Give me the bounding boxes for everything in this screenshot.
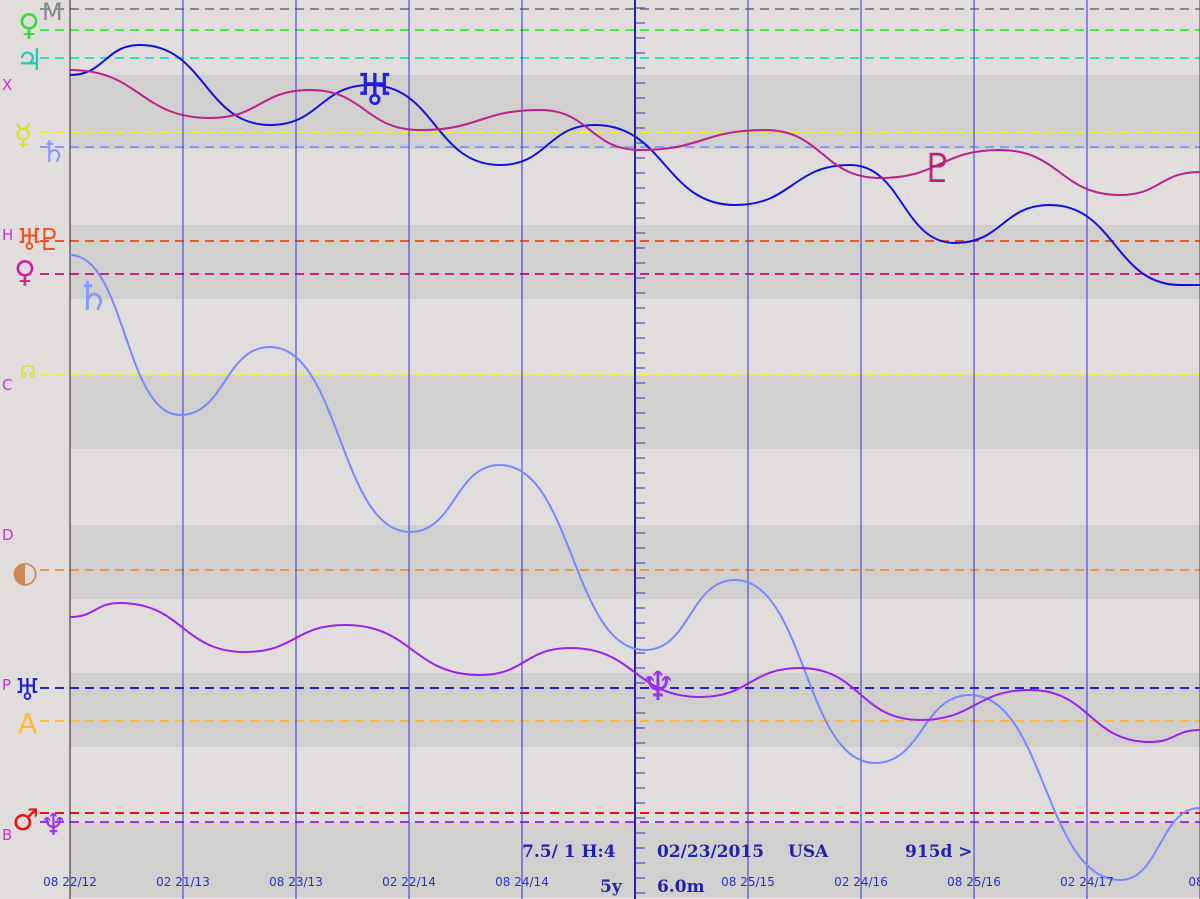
left-label: X (2, 76, 12, 94)
glyph: ♀ (14, 255, 36, 290)
aspect-lines (40, 8, 1200, 823)
glyph: ☿ (14, 118, 32, 153)
date-labels: 08 22/12 02 21/13 08 23/13 02 22/14 08 24/14… (43, 875, 1200, 889)
date-label: 08 24/14 (495, 875, 549, 889)
left-label: H (2, 226, 13, 244)
glyph: A (18, 707, 37, 740)
glyph: ♀ (18, 8, 40, 43)
transit-curve (69, 254, 1200, 882)
date-label: 08 25/15 (721, 875, 775, 889)
glyph: ♅ (355, 65, 394, 116)
location[interactable]: USA (788, 842, 829, 862)
date-label: 02 21/13 (156, 875, 210, 889)
orb[interactable]: 6.0m (657, 877, 705, 897)
date[interactable]: 02/23/2015 (657, 842, 764, 862)
left-label: B (2, 826, 12, 844)
left-label: C (2, 376, 12, 394)
left-label: D (2, 526, 14, 544)
date-label: 08 23/13 (269, 875, 323, 889)
left-label: P (2, 676, 11, 694)
days[interactable]: 915d > (905, 842, 973, 862)
ratio[interactable]: 7.5/ 1 H:4 (522, 842, 616, 862)
glyph: ♂ (12, 803, 39, 838)
date-label: 08 22/12 (43, 875, 97, 889)
glyph: ♇ (36, 223, 63, 258)
date-lines (69, 0, 1200, 899)
transit-curve (69, 601, 1200, 744)
date-label: 08 (1188, 875, 1200, 889)
glyph: ☊ (20, 362, 36, 383)
glyph: ♄ (75, 274, 111, 320)
glyph: ♅ (14, 673, 41, 708)
date-label: 08 25/16 (947, 875, 1001, 889)
date-label: 02 22/14 (382, 875, 436, 889)
transit-curve (69, 69, 1200, 197)
transit-curve (69, 43, 1200, 286)
glyph: ♃ (16, 43, 43, 78)
glyph: ♆ (40, 808, 67, 843)
glyph: ♇ (920, 146, 956, 192)
glyph: ◐ (12, 555, 38, 590)
curves (69, 43, 1200, 882)
date-label: 02 24/16 (834, 875, 888, 889)
span[interactable]: 5y (600, 877, 623, 897)
glyph: ♆ (640, 664, 676, 710)
glyph: ♄ (40, 135, 67, 170)
top-letter: M (42, 0, 63, 26)
date-label: 02 24/17 (1060, 875, 1114, 889)
glyph: ♅ (16, 223, 43, 258)
